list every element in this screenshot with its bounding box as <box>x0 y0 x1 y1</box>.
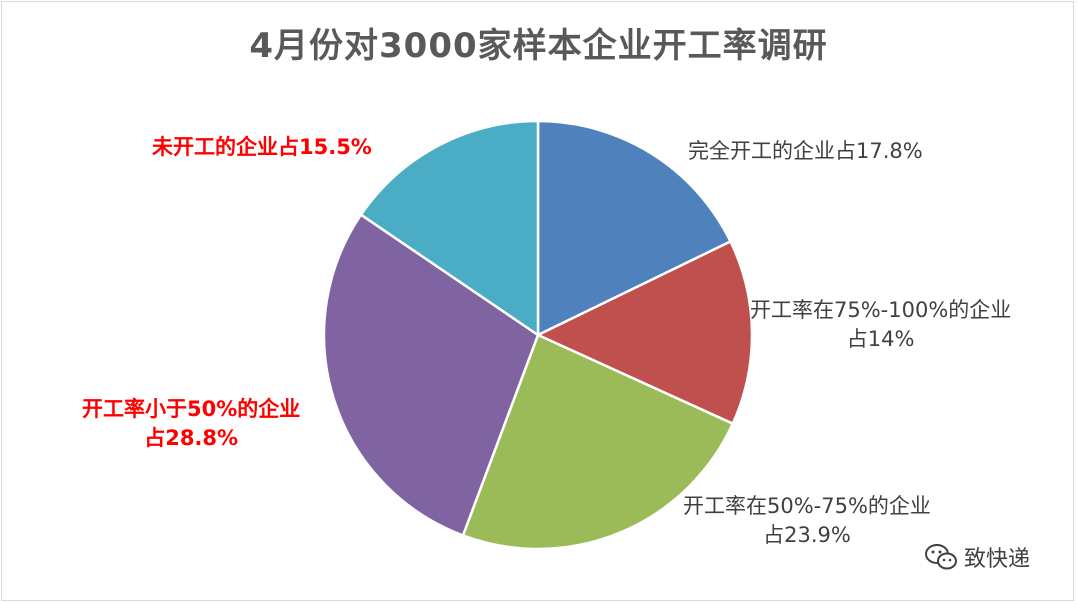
label-not-open: 未开工的企业占15.5% <box>152 133 372 162</box>
watermark: 致快递 <box>924 540 1030 574</box>
slice-rate-under-50 <box>322 213 540 537</box>
label-rate-75-100: 开工率在75%-100%的企业 占14% <box>750 296 1011 354</box>
chart-title: 4月份对3000家样本企业开工率调研 <box>249 26 828 66</box>
slice-rate-75-100 <box>536 240 754 425</box>
slice-fully-open <box>536 119 732 337</box>
label-rate-under-50: 开工率小于50%的企业 占28.8% <box>82 395 300 453</box>
slice-rate-50-75 <box>461 333 735 551</box>
label-rate-75-100-line-2: 占14% <box>846 327 915 351</box>
watermark-text: 致快递 <box>964 547 1031 572</box>
label-rate-50-75-line-1: 开工率在50%-75%的企业 <box>683 494 931 518</box>
slice-not-open <box>359 119 540 337</box>
label-not-open-line-1: 未开工的企业占15.5% <box>152 135 372 159</box>
label-rate-75-100-line-1: 开工率在75%-100%的企业 <box>750 298 1012 322</box>
label-fully-open: 完全开工的企业占17.8% <box>688 137 923 166</box>
label-rate-under-50-line-1: 开工率小于50%的企业 <box>82 397 301 421</box>
label-fully-open-line-1: 完全开工的企业占17.8% <box>688 139 923 163</box>
wechat-icon <box>925 544 957 570</box>
label-rate-under-50-line-2: 占28.8% <box>144 426 239 450</box>
label-rate-50-75-line-2: 占23.9% <box>763 523 851 547</box>
label-rate-50-75: 开工率在50%-75%的企业 占23.9% <box>683 492 931 550</box>
